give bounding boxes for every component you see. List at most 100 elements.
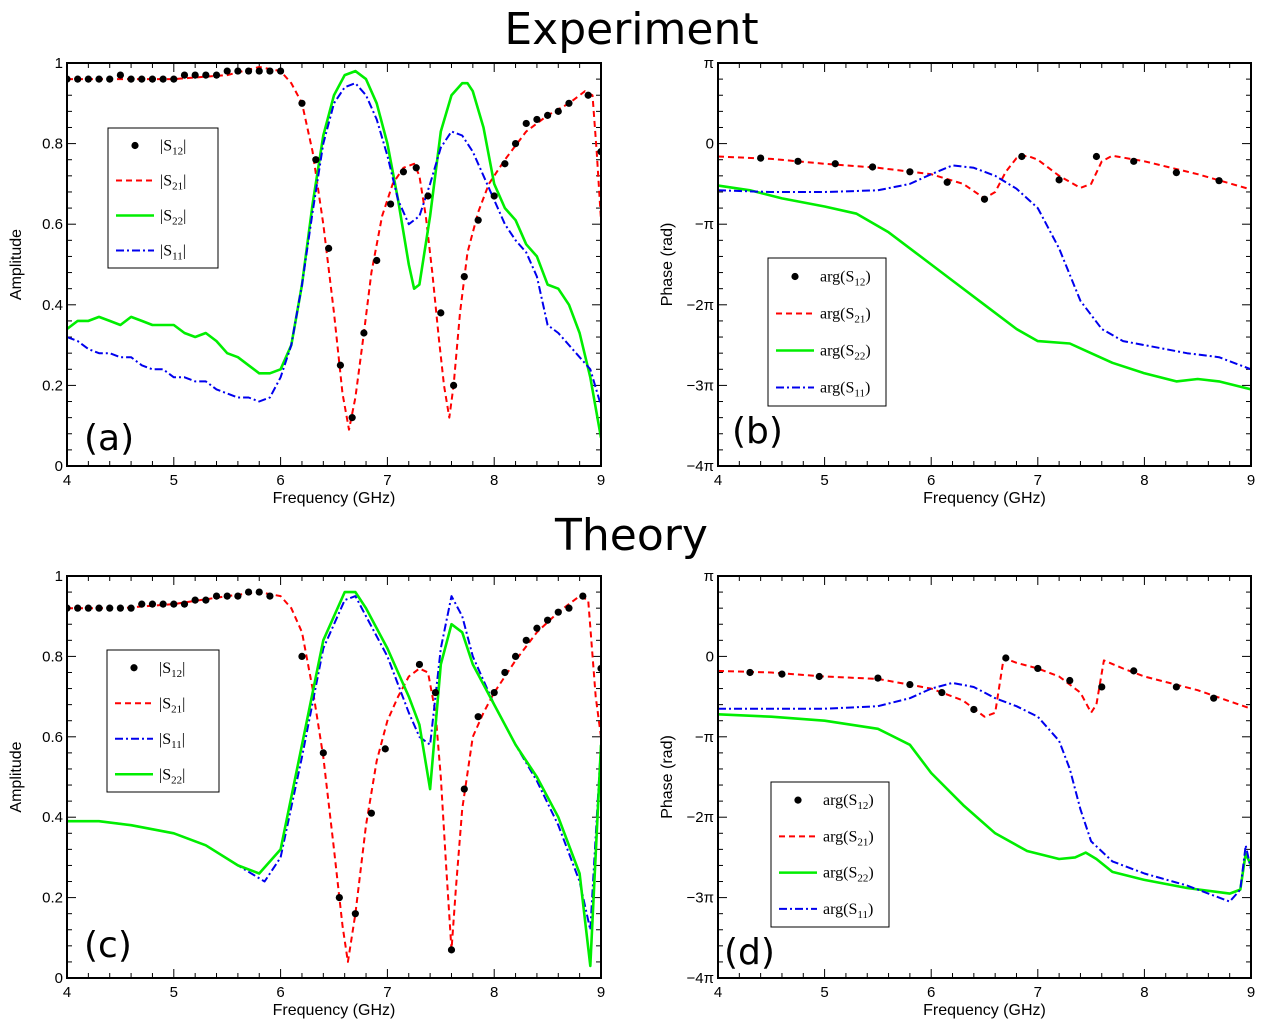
x-axis-label: Frequency (GHz) xyxy=(273,1002,396,1019)
data-point xyxy=(1215,177,1223,185)
series-args22-line xyxy=(718,713,1251,895)
y-tick-label: 0 xyxy=(706,648,714,665)
y-tick-label: π xyxy=(704,55,714,72)
plot-frame xyxy=(717,575,1252,979)
data-point xyxy=(255,67,263,75)
series-s12 xyxy=(67,588,601,954)
data-point xyxy=(180,600,189,608)
legend-box xyxy=(770,781,890,928)
y-tick-label: −4π xyxy=(687,970,714,987)
x-tick-label: 8 xyxy=(490,984,498,1001)
data-point xyxy=(474,216,482,224)
data-point xyxy=(367,809,375,817)
data-point xyxy=(95,75,103,83)
legend: |S12| |S21| |S11| |S22| xyxy=(106,649,220,793)
data-point xyxy=(159,600,167,608)
data-point xyxy=(255,588,263,596)
x-tick-label: 4 xyxy=(63,472,71,489)
legend-label: arg(S11) xyxy=(823,901,873,921)
x-tick-label: 9 xyxy=(597,984,605,1001)
data-point xyxy=(1055,176,1063,184)
data-point xyxy=(906,680,914,689)
data-point xyxy=(579,592,587,600)
data-point xyxy=(360,329,368,337)
data-point xyxy=(522,636,530,644)
legend-label: |S11| xyxy=(159,731,185,751)
legend-marker xyxy=(791,272,799,281)
series-args12 xyxy=(757,152,1223,203)
data-point xyxy=(533,624,541,632)
plot-frame xyxy=(66,575,602,979)
x-axis-label: Frequency (GHz) xyxy=(923,1002,1046,1019)
x-tick-label: 6 xyxy=(276,472,284,489)
x-axis-label: Frequency (GHz) xyxy=(273,490,396,507)
legend-label: arg(S21) xyxy=(820,306,871,326)
legend-label: arg(S22) xyxy=(820,343,871,363)
y-tick-label: 0.2 xyxy=(42,890,63,907)
panel-tag: (c) xyxy=(84,925,132,966)
data-point xyxy=(522,119,530,128)
data-point xyxy=(1172,169,1180,177)
data-point xyxy=(474,713,482,721)
data-point xyxy=(84,75,92,83)
panel-b: 4 5 6 7 8 9 −4π −3π −2π −π 0 π Frequency (GHz) Phase … xyxy=(659,55,1255,507)
legend: arg(S12) arg(S21) arg(S22) arg(S11) xyxy=(767,257,887,407)
data-point xyxy=(447,946,456,954)
data-point xyxy=(460,272,468,281)
legend-label: |S12| xyxy=(159,660,185,680)
data-point xyxy=(127,604,135,612)
data-point xyxy=(815,672,823,681)
x-tick-label: 7 xyxy=(1034,472,1042,489)
data-point xyxy=(234,67,242,75)
data-point xyxy=(533,115,541,124)
data-point xyxy=(906,168,914,176)
plot-area xyxy=(67,66,601,439)
x-tick-label: 4 xyxy=(714,472,722,489)
y-axis-label: Amplitude xyxy=(8,229,25,300)
legend-label: arg(S12) xyxy=(823,792,874,812)
data-point xyxy=(212,71,221,79)
legend-label: |S22| xyxy=(160,208,186,228)
data-point xyxy=(148,600,157,608)
data-point xyxy=(1018,152,1026,161)
data-point xyxy=(424,192,432,200)
data-point xyxy=(1034,664,1042,673)
data-point xyxy=(1002,654,1010,662)
panel-tag: (b) xyxy=(732,411,783,452)
data-point xyxy=(170,75,178,83)
data-point xyxy=(106,604,114,612)
y-axis-label: Amplitude xyxy=(8,741,25,812)
y-tick-label: −π xyxy=(695,729,714,746)
plot-frame xyxy=(717,62,1252,467)
legend-box xyxy=(767,257,887,407)
data-point xyxy=(84,604,92,612)
x-tick-label: 7 xyxy=(1034,984,1042,1001)
data-point xyxy=(159,75,167,83)
data-point xyxy=(554,107,562,115)
series-args21-line xyxy=(718,657,1251,718)
data-point xyxy=(348,414,356,422)
data-point xyxy=(266,592,274,600)
data-point xyxy=(381,745,389,753)
x-tick-label: 4 xyxy=(63,984,71,1001)
panel-tag: (d) xyxy=(724,932,775,973)
data-point xyxy=(351,910,359,918)
experiment-title: Experiment xyxy=(504,4,759,55)
data-point xyxy=(412,164,420,172)
legend-label: arg(S22) xyxy=(823,865,874,885)
legend-marker xyxy=(130,664,138,672)
data-point xyxy=(223,592,231,600)
data-point xyxy=(1130,667,1138,675)
data-point xyxy=(170,600,178,608)
plot-area xyxy=(718,654,1251,903)
data-point xyxy=(794,157,802,165)
legend-marker xyxy=(794,796,802,804)
y-tick-label: −2π xyxy=(687,809,714,826)
legend: arg(S12) arg(S21) arg(S22) arg(S11) xyxy=(770,781,890,928)
data-point xyxy=(584,91,592,99)
plot-area xyxy=(718,152,1251,391)
data-point xyxy=(1130,157,1138,165)
data-point xyxy=(387,200,395,208)
data-point xyxy=(554,608,562,616)
y-tick-label: −4π xyxy=(687,458,714,475)
